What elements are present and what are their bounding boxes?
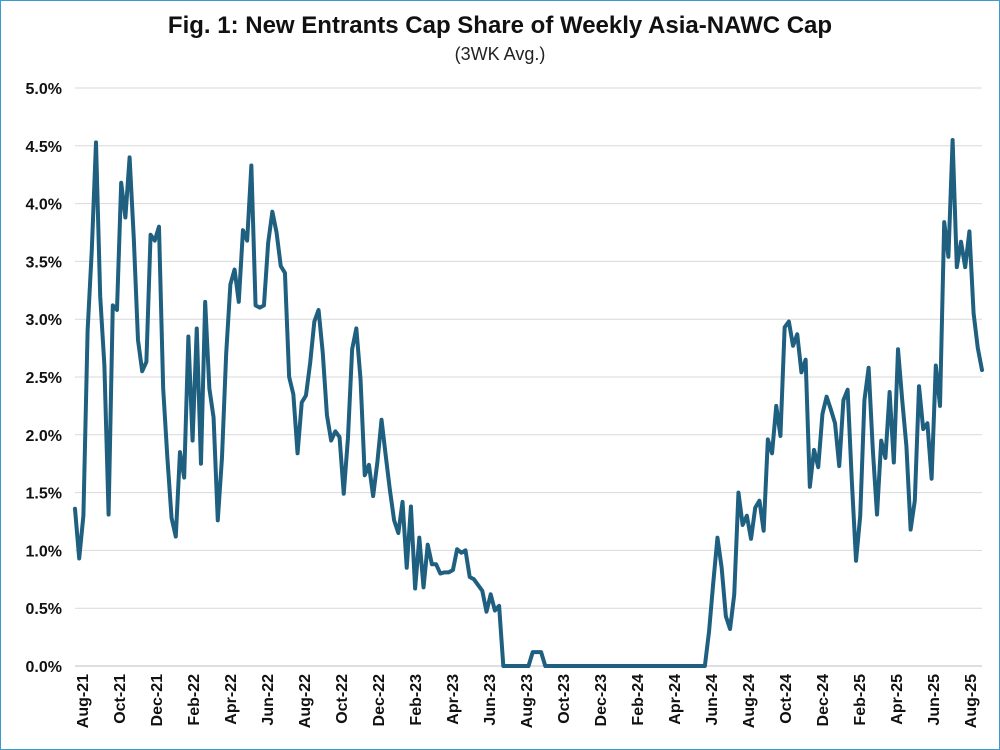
y-tick-label: 3.5% <box>26 254 62 271</box>
y-tick-label: 1.0% <box>26 543 62 560</box>
series-group <box>73 138 984 668</box>
x-tick-label: Oct-23 <box>556 674 573 724</box>
y-tick-label: 5.0% <box>26 81 62 98</box>
y-tick-label: 2.5% <box>26 370 62 387</box>
x-tick-label: Jun-25 <box>926 674 943 726</box>
x-tick-label: Feb-24 <box>630 674 647 726</box>
x-tick-label: Dec-24 <box>815 674 832 727</box>
series-line-0 <box>73 138 984 668</box>
x-tick-label: Aug-24 <box>741 674 758 728</box>
x-tick-label: Feb-25 <box>852 674 869 726</box>
x-tick-label: Aug-22 <box>297 674 314 728</box>
x-tick-label: Jun-22 <box>260 674 277 726</box>
y-tick-label: 3.0% <box>26 312 62 329</box>
x-tick-label: Dec-22 <box>371 674 388 727</box>
y-tick-label: 4.5% <box>26 139 62 156</box>
x-tick-label: Apr-22 <box>223 674 240 725</box>
x-tick-label: Aug-25 <box>963 674 980 728</box>
x-tick-label: Aug-21 <box>75 674 92 728</box>
y-tick-label: 2.0% <box>26 428 62 445</box>
x-tick-label: Dec-23 <box>593 674 610 727</box>
y-tick-label: 0.5% <box>26 601 62 618</box>
x-tick-label: Apr-24 <box>667 674 684 725</box>
x-tick-label: Apr-25 <box>889 674 906 725</box>
y-tick-label: 0.0% <box>26 659 62 676</box>
y-axis: 0.0% 0.5% 1.0% 1.5% 2.0% 2.5% 3.0% 3.5% 4.0% 4.5%… <box>26 81 62 676</box>
x-tick-label: Aug-23 <box>519 674 536 728</box>
grid-lines <box>75 87 982 667</box>
y-tick-label: 1.5% <box>26 486 62 503</box>
x-tick-label: Feb-22 <box>186 674 203 726</box>
x-tick-label: Oct-24 <box>778 674 795 724</box>
x-tick-label: Oct-22 <box>334 674 351 724</box>
x-tick-label: Dec-21 <box>149 674 166 727</box>
chart-subtitle: (3WK Avg.) <box>454 44 546 64</box>
x-tick-label: Apr-23 <box>445 674 462 725</box>
chart-title: Fig. 1: New Entrants Cap Share of Weekly… <box>167 12 833 39</box>
x-tick-label: Feb-23 <box>408 674 425 726</box>
x-tick-label: Jun-23 <box>482 674 499 726</box>
x-axis: Aug-21 Oct-21 Dec-21 Feb-22 Apr-22 Jun-22 Aug-… <box>75 665 982 728</box>
x-tick-label: Oct-21 <box>112 674 129 724</box>
x-tick-label: Jun-24 <box>704 674 721 726</box>
y-tick-label: 4.0% <box>26 197 62 214</box>
